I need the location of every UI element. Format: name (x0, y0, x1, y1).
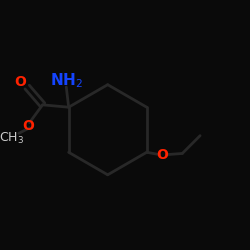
Text: NH$_2$: NH$_2$ (50, 72, 83, 90)
Text: O: O (14, 75, 26, 89)
Text: O: O (156, 148, 168, 162)
Text: O: O (22, 119, 34, 133)
Text: CH$_3$: CH$_3$ (0, 130, 24, 146)
